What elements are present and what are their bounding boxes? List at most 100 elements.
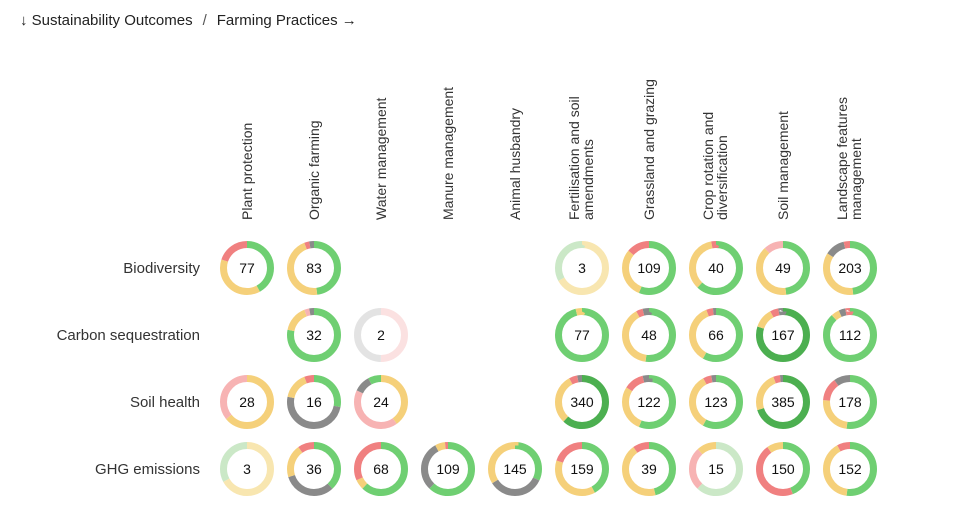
outcome-donut[interactable]: 152 xyxy=(823,442,877,496)
study-count: 3 xyxy=(243,461,251,477)
outcome-donut[interactable]: 15 xyxy=(689,442,743,496)
study-count: 16 xyxy=(306,394,322,410)
row-label[interactable]: GHG emissions xyxy=(95,461,200,478)
column-label[interactable]: Soil management xyxy=(775,111,791,220)
outcome-donut[interactable]: 3 xyxy=(220,442,274,496)
donut-segment xyxy=(756,241,810,295)
study-count: 77 xyxy=(239,260,255,276)
outcome-donut[interactable]: 340 xyxy=(555,375,609,429)
outcome-donut[interactable]: 16 xyxy=(287,375,341,429)
donut-segment xyxy=(689,241,743,295)
donut-segment xyxy=(756,308,810,362)
outcome-donut[interactable]: 122 xyxy=(622,375,676,429)
donut-segment xyxy=(287,442,341,496)
column-label[interactable]: Landscape featuresmanagement xyxy=(834,97,864,220)
donut-segment xyxy=(354,308,408,362)
outcome-donut[interactable]: 109 xyxy=(622,241,676,295)
outcome-donut[interactable]: 77 xyxy=(220,241,274,295)
outcome-donut[interactable]: 24 xyxy=(354,375,408,429)
column-label[interactable]: Fertilisation and soilamendments xyxy=(566,96,596,220)
donut-segment xyxy=(555,375,609,429)
study-count: 68 xyxy=(373,461,389,477)
outcome-donut[interactable]: 40 xyxy=(689,241,743,295)
donut-segment xyxy=(756,442,810,496)
column-label[interactable]: Organic farming xyxy=(306,120,322,220)
column-label[interactable]: Grassland and grazing xyxy=(641,79,657,220)
study-count: 40 xyxy=(708,260,724,276)
column-label[interactable]: Plant protection xyxy=(239,123,255,220)
column-label[interactable]: Animal husbandry xyxy=(507,108,523,220)
outcome-donut[interactable]: 49 xyxy=(756,241,810,295)
study-count: 48 xyxy=(641,327,657,343)
outcome-donut[interactable]: 109 xyxy=(421,442,475,496)
study-count: 152 xyxy=(838,461,862,477)
study-count: 145 xyxy=(503,461,527,477)
outcome-donut[interactable]: 48 xyxy=(622,308,676,362)
column-label-line: Landscape features xyxy=(834,97,850,220)
study-count: 2 xyxy=(377,327,385,343)
study-count: 159 xyxy=(570,461,594,477)
row-label[interactable]: Carbon sequestration xyxy=(57,327,200,344)
donut-segment xyxy=(354,442,408,496)
donut-segment xyxy=(354,375,408,429)
donut-segment xyxy=(689,375,743,429)
outcome-donut[interactable]: 167 xyxy=(756,308,810,362)
donut-segment xyxy=(354,375,408,429)
donut-segment xyxy=(220,442,274,496)
study-count: 109 xyxy=(637,260,661,276)
outcome-donut[interactable]: 32 xyxy=(287,308,341,362)
study-count: 66 xyxy=(708,327,724,343)
donut-segment xyxy=(756,375,810,429)
study-count: 340 xyxy=(570,394,594,410)
outcome-donut[interactable]: 159 xyxy=(555,442,609,496)
donut-segment xyxy=(622,241,676,295)
column-label[interactable]: Water management xyxy=(373,97,389,220)
study-count: 385 xyxy=(771,394,795,410)
outcome-donut[interactable]: 203 xyxy=(823,241,877,295)
farming-practices-link[interactable]: Farming Practices → xyxy=(216,12,357,29)
outcome-donut[interactable]: 66 xyxy=(689,308,743,362)
sustainability-outcomes-link[interactable]: ↓ Sustainability Outcomes xyxy=(20,12,193,29)
column-label-line: Manure management xyxy=(440,87,456,220)
donut-segment xyxy=(220,375,274,429)
column-label-line: Plant protection xyxy=(239,123,255,220)
outcome-donut[interactable]: 77 xyxy=(555,308,609,362)
study-count: 77 xyxy=(574,327,590,343)
column-label[interactable]: Crop rotation anddiversification xyxy=(700,112,730,220)
donut-segment xyxy=(220,241,274,295)
donut-segment xyxy=(555,442,609,496)
column-label[interactable]: Manure management xyxy=(440,87,456,220)
outcome-donut[interactable]: 112 xyxy=(823,308,877,362)
donut-segment xyxy=(689,375,743,429)
row-label[interactable]: Biodiversity xyxy=(123,260,200,277)
donut-segment xyxy=(823,241,877,295)
outcome-donut[interactable]: 178 xyxy=(823,375,877,429)
donut-segment xyxy=(622,442,676,496)
outcome-donut[interactable]: 39 xyxy=(622,442,676,496)
outcome-donut[interactable]: 123 xyxy=(689,375,743,429)
outcome-donut[interactable]: 3 xyxy=(555,241,609,295)
outcome-donut[interactable]: 28 xyxy=(220,375,274,429)
column-label-line: Animal husbandry xyxy=(507,108,523,220)
outcome-donut[interactable]: 145 xyxy=(488,442,542,496)
donut-segment xyxy=(689,442,743,496)
study-count: 36 xyxy=(306,461,322,477)
breadcrumb-separator: / xyxy=(202,12,207,29)
outcome-donut[interactable]: 150 xyxy=(756,442,810,496)
outcome-donut[interactable]: 2 xyxy=(354,308,408,362)
donut-segment xyxy=(689,241,743,295)
donut-segment xyxy=(421,442,475,496)
study-count: 178 xyxy=(838,394,862,410)
study-count: 123 xyxy=(704,394,728,410)
study-count: 39 xyxy=(641,461,657,477)
row-label[interactable]: Soil health xyxy=(130,394,200,411)
donut-segment xyxy=(823,241,877,295)
outcome-donut[interactable]: 83 xyxy=(287,241,341,295)
outcome-donut[interactable]: 385 xyxy=(756,375,810,429)
outcome-donut[interactable]: 68 xyxy=(354,442,408,496)
donut-segment xyxy=(756,442,810,496)
outcome-donut[interactable]: 36 xyxy=(287,442,341,496)
column-label-line: amendments xyxy=(580,139,596,220)
donut-segment xyxy=(220,241,274,295)
